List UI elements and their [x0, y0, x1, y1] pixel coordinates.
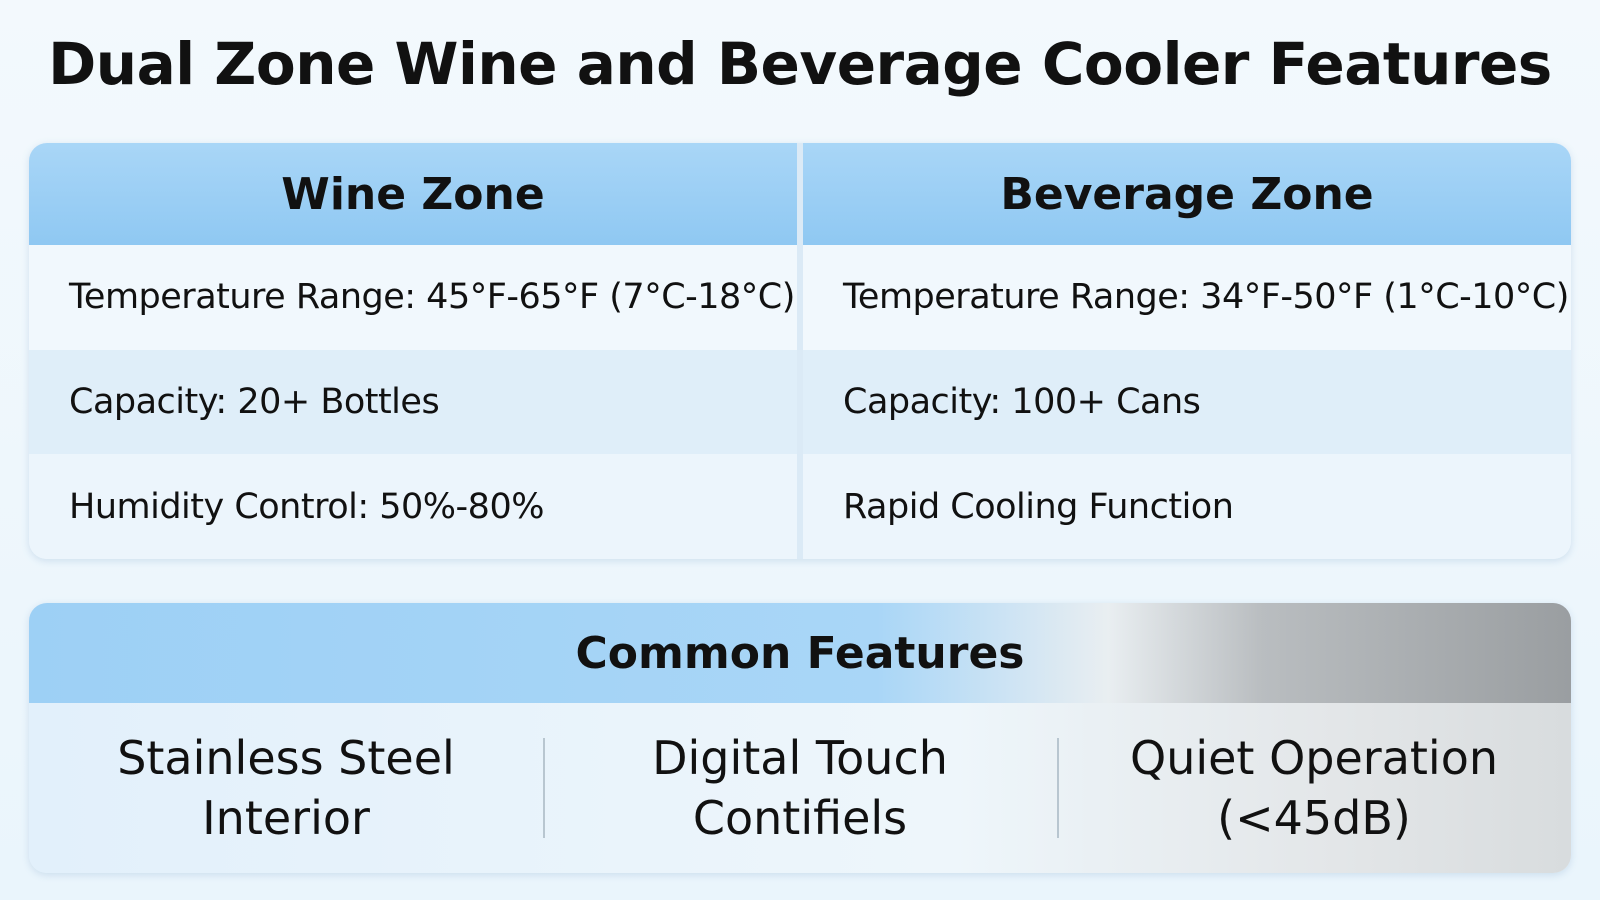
zone-row: Temperature Range: 34°F-50°F (1°C-10°C) — [803, 245, 1571, 350]
zone-column: Wine Zone Temperature Range: 45°F-65°F (… — [29, 143, 797, 559]
common-items: Stainless Steel Interior Digital Touch C… — [29, 703, 1571, 873]
zone-row: Temperature Range: 45°F-65°F (7°C-18°C) — [29, 245, 797, 350]
zone-heading: Beverage Zone — [803, 143, 1571, 245]
common-item: Quiet Operation (<45dB) — [1057, 728, 1571, 848]
zone-row: Capacity: 20+ Bottles — [29, 349, 797, 455]
common-panel: Common Features Stainless Steel Interior… — [29, 603, 1571, 873]
zone-row: Humidity Control: 50%-80% — [29, 454, 797, 559]
common-heading: Common Features — [29, 603, 1571, 703]
common-item: Digital Touch Contifiels — [543, 728, 1057, 848]
zone-column: Beverage Zone Temperature Range: 34°F-50… — [803, 143, 1571, 559]
zone-row: Capacity: 100+ Cans — [803, 349, 1571, 455]
zone-row: Rapid Cooling Function — [803, 454, 1571, 559]
zone-heading: Wine Zone — [29, 143, 797, 245]
common-item: Stainless Steel Interior — [117, 731, 455, 845]
page-title: Dual Zone Wine and Beverage Cooler Featu… — [48, 30, 1552, 98]
zone-table: Wine Zone Temperature Range: 45°F-65°F (… — [29, 143, 1571, 559]
